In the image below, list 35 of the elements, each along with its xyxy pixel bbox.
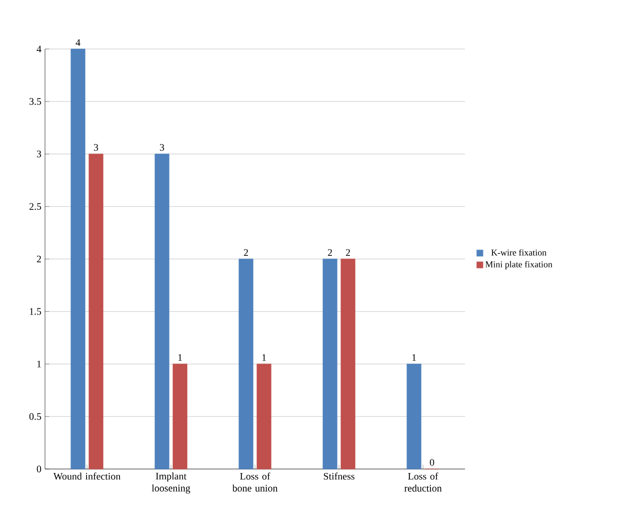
x-tick-label: Loss of reduction (404, 472, 442, 492)
data-label: 1 (262, 354, 266, 361)
legend-label: K-wire fixation (491, 249, 546, 256)
y-tick-label: 1.5 (30, 308, 42, 315)
y-tick-label: 3.5 (30, 98, 42, 105)
data-label: 4 (76, 39, 80, 46)
bar (256, 364, 272, 470)
bar (340, 258, 356, 470)
bar (70, 48, 86, 470)
bar (322, 258, 338, 470)
y-tick-label: 0 (36, 466, 42, 472)
data-label: 2 (346, 249, 350, 256)
x-tick-label: Implant loosening (152, 472, 190, 494)
bar (154, 154, 170, 470)
data-label: 3 (160, 144, 164, 151)
y-tick-label: 4 (36, 46, 42, 52)
y-tick-label: 1 (37, 360, 41, 368)
bar (238, 258, 254, 470)
y-tick-label: 2 (36, 256, 41, 262)
data-label: 1 (412, 354, 416, 361)
x-tick-label: Wound infection (53, 472, 120, 480)
y-tick-label: 3 (36, 150, 42, 158)
data-label: 2 (244, 249, 248, 256)
y-tick-label: 2.5 (29, 203, 42, 210)
data-label: 0 (430, 459, 434, 466)
legend-label: Mini plate fixation (485, 260, 552, 270)
x-tick-label: Stifness (324, 472, 354, 480)
bar (406, 364, 422, 470)
bar (172, 364, 188, 470)
y-tick-label: 0.5 (29, 413, 42, 420)
x-tick-label: Loss of bone union (232, 472, 278, 492)
data-label: 1 (178, 354, 182, 361)
data-label: 3 (94, 144, 98, 151)
data-label: 2 (328, 249, 332, 256)
bar (88, 154, 104, 470)
